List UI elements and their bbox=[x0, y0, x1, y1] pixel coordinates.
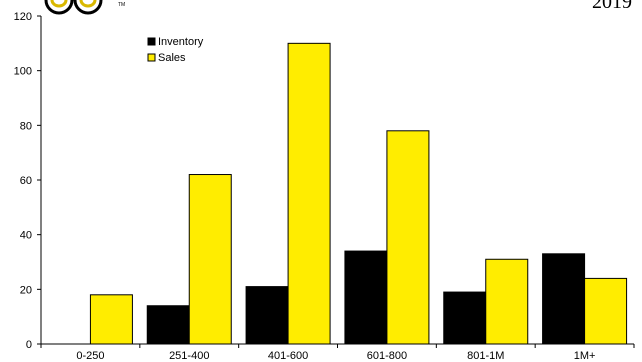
legend-swatch-inventory bbox=[147, 37, 156, 46]
bar-inventory-801-1M bbox=[443, 291, 487, 345]
year-text: 2019 bbox=[592, 0, 632, 13]
bar-inventory-401-600 bbox=[245, 286, 289, 345]
bar-sales-251-400 bbox=[188, 174, 232, 345]
y-tick-label: 20 bbox=[20, 284, 32, 296]
x-tick-label: 0-250 bbox=[76, 350, 104, 362]
y-tick-label: 40 bbox=[20, 230, 32, 242]
x-tick-label: 1M+ bbox=[574, 350, 596, 362]
x-axis-labels: 0-250 251-400 401-600 601-800 801-1M 1M+ bbox=[76, 350, 595, 362]
x-tick-label: 251-400 bbox=[169, 350, 209, 362]
bar-sales-0-250 bbox=[89, 294, 133, 345]
legend-label-inventory: Inventory bbox=[158, 36, 204, 48]
legend: Inventory Sales bbox=[147, 36, 204, 64]
bar-inventory-601-800 bbox=[344, 250, 388, 345]
x-tick-label: 601-800 bbox=[367, 350, 407, 362]
x-tick-label: 401-600 bbox=[268, 350, 308, 362]
y-tick-label: 0 bbox=[26, 339, 32, 351]
bar-sales-801-1M bbox=[485, 258, 529, 345]
bar-sales-601-800 bbox=[386, 130, 430, 345]
y-tick-label: 100 bbox=[14, 66, 32, 78]
bars bbox=[89, 42, 628, 345]
logo-trademark: TM bbox=[118, 2, 125, 8]
bar-sales-401-600 bbox=[287, 42, 331, 345]
bar-inventory-251-400 bbox=[146, 305, 190, 345]
y-tick-label: 60 bbox=[20, 175, 32, 187]
x-tick-label: 801-1M bbox=[467, 350, 504, 362]
bar-inventory-1M+ bbox=[542, 253, 586, 345]
logo: TM bbox=[44, 0, 125, 15]
legend-swatch-sales bbox=[147, 53, 156, 62]
bar-sales-1M+ bbox=[584, 277, 628, 345]
y-tick-label: 80 bbox=[20, 120, 32, 132]
y-axis-ticks: 0 20 40 60 80 100 120 bbox=[14, 11, 41, 351]
y-tick-label: 120 bbox=[14, 11, 32, 23]
legend-label-sales: Sales bbox=[158, 52, 186, 64]
